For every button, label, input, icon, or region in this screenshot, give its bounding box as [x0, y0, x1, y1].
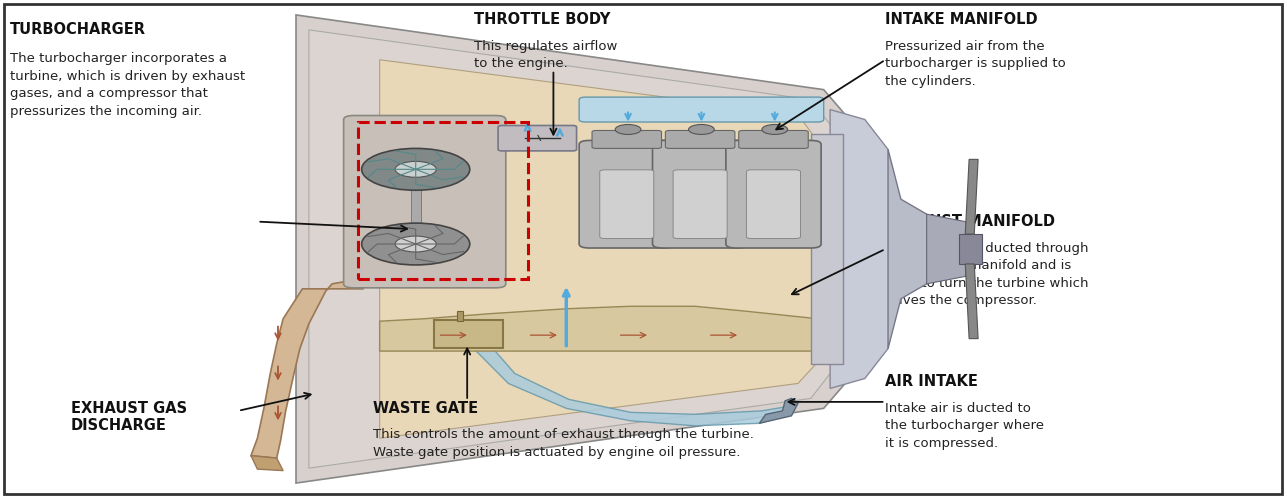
FancyBboxPatch shape — [600, 170, 654, 239]
Circle shape — [362, 148, 470, 190]
FancyBboxPatch shape — [498, 125, 577, 151]
FancyBboxPatch shape — [959, 234, 982, 264]
Text: WASTE GATE: WASTE GATE — [373, 401, 479, 416]
FancyBboxPatch shape — [411, 169, 421, 244]
FancyBboxPatch shape — [665, 130, 735, 148]
Circle shape — [395, 161, 436, 177]
Polygon shape — [251, 279, 363, 458]
Polygon shape — [965, 264, 978, 339]
Polygon shape — [759, 398, 798, 423]
Text: This regulates airflow
to the engine.: This regulates airflow to the engine. — [474, 40, 616, 70]
FancyBboxPatch shape — [579, 140, 674, 248]
Text: TURBOCHARGER: TURBOCHARGER — [10, 22, 147, 37]
Polygon shape — [888, 149, 940, 349]
Text: The turbocharger incorporates a
turbine, which is driven by exhaust
gases, and a: The turbocharger incorporates a turbine,… — [10, 52, 246, 118]
Text: AIR INTAKE: AIR INTAKE — [885, 374, 978, 389]
FancyBboxPatch shape — [746, 170, 801, 239]
FancyBboxPatch shape — [653, 140, 748, 248]
Text: EXHAUST GAS
DISCHARGE: EXHAUST GAS DISCHARGE — [71, 401, 187, 433]
Polygon shape — [380, 60, 830, 438]
Circle shape — [395, 236, 436, 252]
Polygon shape — [457, 311, 463, 321]
Circle shape — [689, 124, 714, 134]
FancyBboxPatch shape — [739, 130, 808, 148]
Text: EXHAUST MANIFOLD: EXHAUST MANIFOLD — [885, 214, 1055, 229]
FancyBboxPatch shape — [673, 170, 727, 239]
Polygon shape — [476, 341, 792, 426]
Text: Pressurized air from the
turbocharger is supplied to
the cylinders.: Pressurized air from the turbocharger is… — [885, 40, 1066, 88]
Polygon shape — [380, 306, 817, 351]
Polygon shape — [251, 456, 283, 471]
FancyBboxPatch shape — [434, 320, 503, 348]
Polygon shape — [309, 30, 849, 468]
FancyBboxPatch shape — [592, 130, 662, 148]
FancyBboxPatch shape — [579, 97, 824, 122]
Text: THROTTLE BODY: THROTTLE BODY — [474, 12, 610, 27]
Circle shape — [362, 223, 470, 265]
Circle shape — [762, 124, 788, 134]
Polygon shape — [296, 15, 869, 483]
Polygon shape — [830, 110, 901, 388]
Text: Exhaust gas is ducted through
the exhaust manifold and is
used to turn the turbi: Exhaust gas is ducted through the exhaus… — [885, 242, 1089, 307]
Text: Intake air is ducted to
the turbocharger where
it is compressed.: Intake air is ducted to the turbocharger… — [885, 402, 1045, 450]
Text: This controls the amount of exhaust through the turbine.
Waste gate position is : This controls the amount of exhaust thro… — [373, 428, 754, 459]
FancyBboxPatch shape — [4, 4, 1282, 494]
Polygon shape — [965, 159, 978, 234]
FancyBboxPatch shape — [344, 116, 506, 288]
Text: INTAKE MANIFOLD: INTAKE MANIFOLD — [885, 12, 1039, 27]
FancyBboxPatch shape — [726, 140, 821, 248]
FancyBboxPatch shape — [811, 134, 843, 364]
Circle shape — [615, 124, 641, 134]
Polygon shape — [927, 214, 978, 284]
